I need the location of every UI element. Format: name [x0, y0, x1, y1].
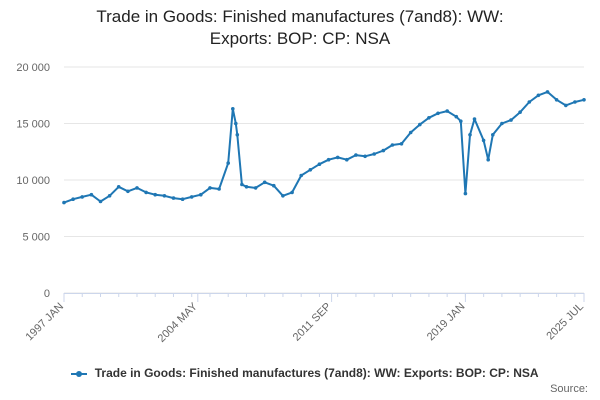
data-point — [345, 157, 349, 162]
data-point — [71, 197, 75, 201]
data-point — [153, 192, 157, 197]
data-point — [573, 100, 577, 104]
data-point — [308, 168, 313, 172]
data-point — [486, 157, 491, 162]
data-point — [317, 162, 322, 166]
y-tick-label: 10 000 — [16, 175, 50, 187]
data-point — [481, 138, 486, 143]
data-point — [399, 142, 404, 146]
data-point — [445, 109, 450, 113]
data-point — [372, 152, 377, 156]
data-point — [126, 189, 130, 194]
data-point — [240, 182, 244, 187]
data-point — [472, 117, 477, 121]
data-point — [491, 133, 495, 137]
y-tick-label: 20 000 — [16, 62, 50, 74]
y-tick-label: 15 000 — [16, 119, 50, 131]
data-point — [408, 130, 413, 135]
data-point — [468, 133, 472, 137]
data-point — [381, 148, 386, 153]
data-point — [244, 185, 249, 189]
data-point — [326, 157, 331, 162]
data-point — [80, 195, 84, 199]
x-tick-label: 1997 JAN — [23, 301, 66, 344]
data-point — [235, 133, 240, 137]
data-point — [107, 194, 112, 198]
data-point — [116, 185, 121, 189]
chart-title-line-2: Exports: BOP: CP: NSA — [209, 29, 391, 48]
data-point — [454, 114, 459, 119]
data-point — [208, 186, 212, 190]
legend-line-marker-icon — [71, 369, 88, 379]
data-point — [427, 116, 431, 120]
data-point — [459, 119, 463, 123]
data-point — [199, 192, 203, 197]
chart-title: Trade in Goods: Finished manufactures (7… — [0, 6, 600, 50]
data-point — [418, 122, 422, 127]
x-tick-label: 2004 MAY — [156, 300, 201, 345]
data-point — [527, 100, 532, 104]
data-point — [262, 180, 267, 185]
data-point — [234, 121, 238, 126]
data-point — [436, 111, 440, 116]
data-point — [180, 197, 185, 201]
y-tick-label: 5 000 — [22, 232, 50, 244]
data-point — [189, 195, 194, 199]
data-point — [390, 143, 395, 147]
x-tick-label: 2019 JAN — [425, 301, 468, 344]
data-point — [545, 90, 550, 94]
legend-label: Trade in Goods: Finished manufactures (7… — [94, 366, 539, 380]
data-point — [463, 191, 468, 196]
data-point — [564, 103, 568, 108]
source-label: Source: — [550, 383, 588, 395]
chart-legend[interactable]: Trade in Goods: Finished manufactures (7… — [20, 366, 590, 380]
data-point — [354, 153, 358, 157]
data-point — [518, 110, 522, 114]
data-point — [144, 190, 148, 195]
y-tick-label: 0 — [44, 288, 50, 300]
data-point — [217, 187, 221, 191]
x-tick-label: 2025 JUL — [544, 301, 586, 343]
series-line — [63, 90, 585, 204]
data-point — [582, 98, 586, 102]
data-point — [98, 199, 103, 204]
data-point — [500, 121, 504, 126]
data-point — [363, 154, 367, 159]
data-point — [135, 186, 139, 190]
data-point — [253, 186, 258, 190]
data-point — [536, 93, 541, 98]
data-point — [509, 118, 513, 122]
data-point — [281, 194, 285, 198]
chart-title-line-1: Trade in Goods: Finished manufactures (7… — [96, 7, 504, 26]
data-point — [162, 194, 167, 198]
x-tick-label: 2011 SEP — [291, 301, 334, 344]
data-point — [290, 190, 294, 195]
data-point — [554, 98, 559, 102]
data-point — [226, 161, 230, 165]
data-point — [231, 107, 235, 111]
data-point — [171, 196, 176, 200]
data-point — [299, 173, 304, 178]
data-point — [272, 183, 276, 188]
data-point — [89, 192, 94, 197]
data-point — [62, 200, 66, 205]
data-point — [335, 155, 340, 160]
